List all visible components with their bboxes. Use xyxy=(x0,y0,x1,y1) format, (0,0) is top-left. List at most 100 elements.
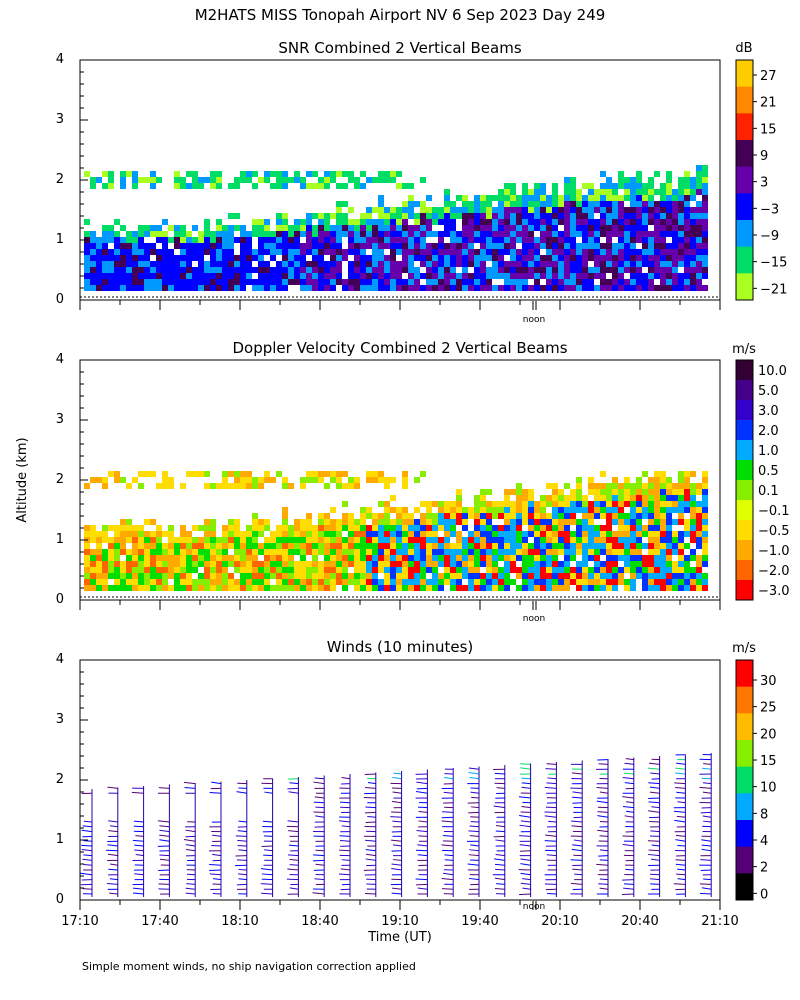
heatmap-cell xyxy=(564,183,570,189)
heatmap-cell xyxy=(414,507,420,513)
heatmap-cell xyxy=(552,261,558,267)
heatmap-cell xyxy=(384,285,390,291)
heatmap-cell xyxy=(348,573,354,579)
heatmap-cell xyxy=(690,537,696,543)
heatmap-cell xyxy=(276,261,282,267)
heatmap-cell xyxy=(168,537,174,543)
heatmap-cell xyxy=(84,573,90,579)
heatmap-cell xyxy=(570,567,576,573)
heatmap-cell xyxy=(522,567,528,573)
heatmap-cell xyxy=(210,183,216,189)
heatmap-cell xyxy=(624,231,630,237)
heatmap-cell xyxy=(270,549,276,555)
heatmap-cell xyxy=(636,171,642,177)
heatmap-cell xyxy=(618,255,624,261)
heatmap-cell xyxy=(468,285,474,291)
heatmap-cell xyxy=(372,273,378,279)
heatmap-cell xyxy=(492,507,498,513)
heatmap-cell xyxy=(522,543,528,549)
heatmap-cell xyxy=(264,525,270,531)
heatmap-cell xyxy=(216,555,222,561)
heatmap-cell xyxy=(396,267,402,273)
heatmap-cell xyxy=(408,213,414,219)
heatmap-cell xyxy=(324,561,330,567)
heatmap-cell xyxy=(618,195,624,201)
heatmap-cell xyxy=(564,207,570,213)
heatmap-cell xyxy=(318,561,324,567)
heatmap-cell xyxy=(618,225,624,231)
colorbar-label: −3 xyxy=(760,202,779,217)
heatmap-cell xyxy=(168,261,174,267)
heatmap-cell xyxy=(684,279,690,285)
heatmap-cell xyxy=(690,525,696,531)
heatmap-cell xyxy=(282,261,288,267)
heatmap-cell xyxy=(456,207,462,213)
heatmap-cell xyxy=(624,219,630,225)
heatmap-cell xyxy=(228,273,234,279)
wind-barb xyxy=(468,830,480,833)
heatmap-cell xyxy=(168,567,174,573)
heatmap-cell xyxy=(666,579,672,585)
heatmap-cell xyxy=(588,585,594,591)
heatmap-cell xyxy=(426,537,432,543)
heatmap-cell xyxy=(582,267,588,273)
heatmap-cell xyxy=(126,579,132,585)
heatmap-cell xyxy=(582,549,588,555)
heatmap-cell xyxy=(162,279,168,285)
wind-barb xyxy=(470,844,480,847)
heatmap-cell xyxy=(222,249,228,255)
heatmap-cell xyxy=(138,537,144,543)
colorbar-swatch xyxy=(736,793,753,821)
heatmap-cell xyxy=(564,519,570,525)
heatmap-cell xyxy=(186,255,192,261)
wind-barb xyxy=(675,772,686,775)
wind-barb xyxy=(701,844,712,847)
heatmap-cell xyxy=(702,477,708,483)
heatmap-cell xyxy=(390,273,396,279)
heatmap-cell xyxy=(624,477,630,483)
heatmap-cell xyxy=(642,561,648,567)
heatmap-cell xyxy=(534,525,540,531)
heatmap-cell xyxy=(678,513,684,519)
wind-barb xyxy=(469,835,480,837)
heatmap-cell xyxy=(612,213,618,219)
heatmap-cell xyxy=(282,513,288,519)
heatmap-cell xyxy=(636,183,642,189)
heatmap-cell xyxy=(96,567,102,573)
heatmap-cell xyxy=(114,561,120,567)
heatmap-cell xyxy=(300,519,306,525)
heatmap-cell xyxy=(672,249,678,255)
heatmap-cell xyxy=(336,183,342,189)
heatmap-cell xyxy=(276,543,282,549)
heatmap-cell xyxy=(516,495,522,501)
heatmap-cell xyxy=(486,219,492,225)
heatmap-cell xyxy=(378,249,384,255)
heatmap-cell xyxy=(636,543,642,549)
heatmap-cell xyxy=(408,513,414,519)
heatmap-cell xyxy=(660,219,666,225)
heatmap-cell xyxy=(234,537,240,543)
heatmap-cell xyxy=(474,255,480,261)
heatmap-cell xyxy=(666,489,672,495)
heatmap-cell xyxy=(522,537,528,543)
heatmap-cell xyxy=(546,207,552,213)
heatmap-cell xyxy=(114,285,120,291)
heatmap-cell xyxy=(480,195,486,201)
heatmap-cell xyxy=(390,261,396,267)
heatmap-cell xyxy=(132,585,138,591)
heatmap-cell xyxy=(474,513,480,519)
heatmap-cell xyxy=(678,285,684,291)
heatmap-cell xyxy=(144,231,150,237)
heatmap-cell xyxy=(528,525,534,531)
heatmap-cell xyxy=(102,183,108,189)
wind-barb xyxy=(312,892,325,895)
heatmap-cell xyxy=(672,567,678,573)
heatmap-cell xyxy=(282,561,288,567)
heatmap-cell xyxy=(552,213,558,219)
heatmap-cell xyxy=(276,531,282,537)
heatmap-cell xyxy=(426,543,432,549)
heatmap-cell xyxy=(534,213,540,219)
heatmap-cell xyxy=(636,507,642,513)
heatmap-cell xyxy=(462,567,468,573)
heatmap-cell xyxy=(216,549,222,555)
